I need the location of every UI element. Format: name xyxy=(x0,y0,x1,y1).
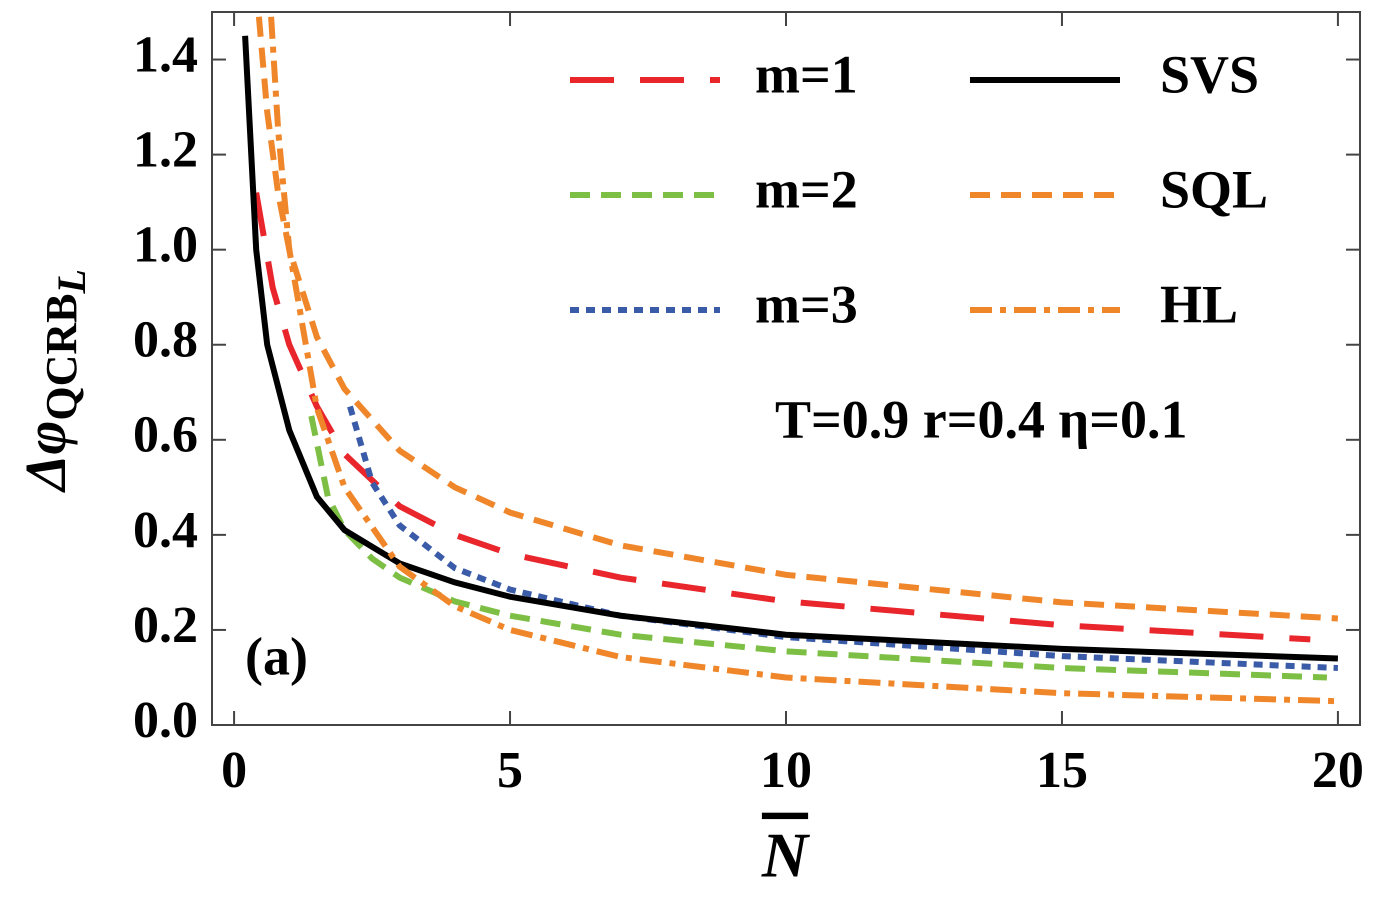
legend-label: m=2 xyxy=(755,159,858,219)
series-line xyxy=(253,192,1311,643)
y-tick-label: 0.6 xyxy=(133,407,198,464)
plot-frame xyxy=(211,11,1361,726)
x-axis-label: N xyxy=(761,820,811,891)
x-tick-label: 5 xyxy=(497,742,523,799)
y-tick-label: 0.8 xyxy=(133,312,198,369)
series-line xyxy=(347,405,1339,671)
y-axis-label: ΔφQCRBL xyxy=(13,269,94,493)
y-tick-label: 0.4 xyxy=(133,502,198,559)
legend-label: SVS xyxy=(1160,44,1259,104)
y-label-main: Δφ xyxy=(13,421,78,493)
annotation: T=0.9 r=0.4 η=0.1 xyxy=(775,389,1187,449)
legend-label: m=3 xyxy=(755,274,858,334)
y-tick-label: 1.4 xyxy=(133,26,198,83)
legend-label: SQL xyxy=(1160,159,1268,219)
panel-label: (a) xyxy=(245,626,308,686)
x-tick-label: 0 xyxy=(221,742,247,799)
series-line xyxy=(255,16,1339,622)
y-label-sub: QCRB xyxy=(37,294,86,421)
series-line xyxy=(268,16,1338,705)
x-tick-label: 15 xyxy=(1036,742,1088,799)
x-tick-label: 10 xyxy=(760,742,812,799)
x-tick-label: 20 xyxy=(1312,742,1364,799)
y-tick-label: 0.0 xyxy=(133,692,198,749)
y-tick-label: 0.2 xyxy=(133,597,198,654)
legend-label: m=1 xyxy=(755,44,858,104)
y-tick-label: 1.2 xyxy=(133,122,198,179)
y-tick-label: 1.0 xyxy=(133,217,198,274)
legend-label: HL xyxy=(1160,274,1238,334)
y-label-subsub: L xyxy=(49,269,94,294)
series-line xyxy=(242,35,1339,662)
plot-lines xyxy=(242,16,1339,705)
